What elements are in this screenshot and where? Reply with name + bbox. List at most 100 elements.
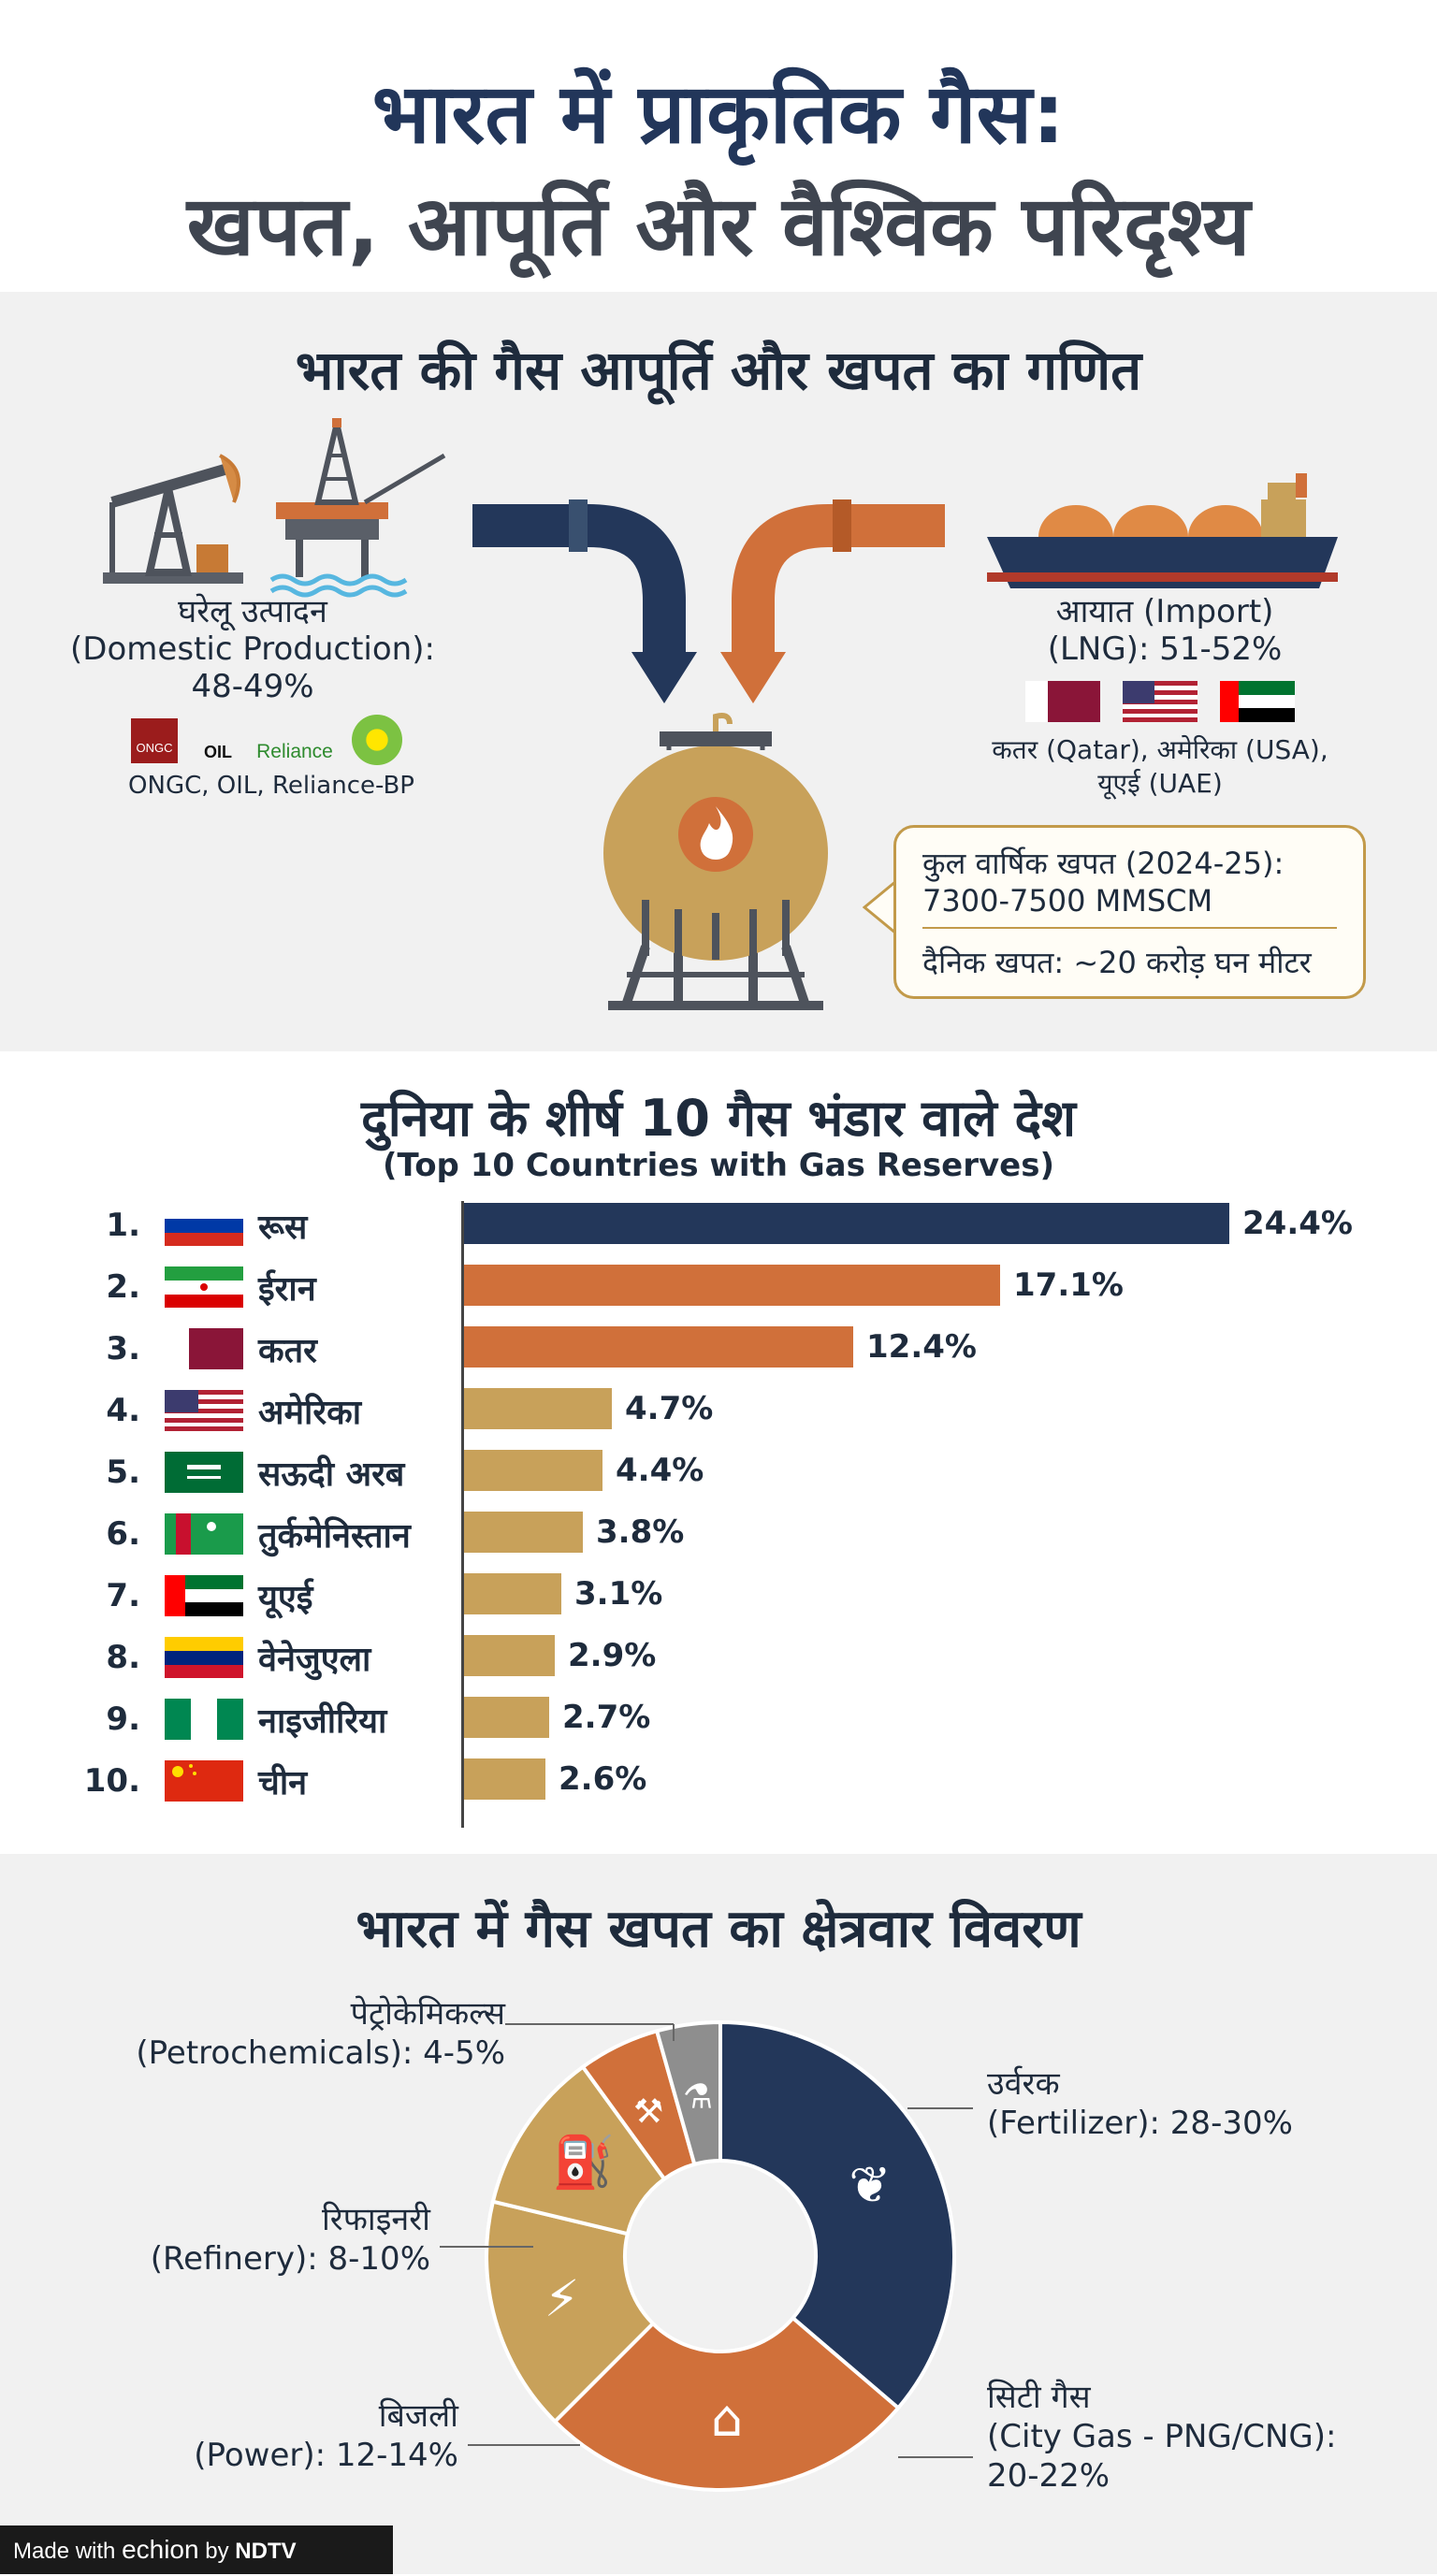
import-label-line2: (LNG): 51-52% (1047, 630, 1283, 668)
flask-icon: ⚗ (683, 2078, 713, 2117)
pumpjack-icon (103, 454, 243, 584)
sector-section: भारत में गैस खपत का क्षेत्रवार विवरण ❦ ⌂ ⚡… (0, 1854, 1437, 2574)
bar-value-label: 2.9% (568, 1637, 657, 1674)
bar-rank-2: 2. (106, 1268, 140, 1306)
donut-slice-house-car (552, 2315, 901, 2492)
petrochemicals-label: पेट्रोकेमिकल्स (Petrochemicals): 4-5% (131, 1994, 505, 2073)
donut-slice-power-plant (485, 2199, 656, 2424)
bar-nigeria (464, 1697, 549, 1738)
power-label: बिजली (Power): 12-14% (131, 2396, 458, 2475)
iran-flag-icon (165, 1266, 243, 1308)
petrochemicals-label-line2: (Petrochemicals): 4-5% (136, 2034, 505, 2072)
bar-category-label: सऊदी अरब (258, 1455, 405, 1494)
reserves-section: दुनिया के शीर्ष 10 गैस भंडार वाले देश (T… (0, 1051, 1437, 1854)
reserves-bar-chart: 1. रूस 24.4% 2. ईरान 17.1% 3. कतर 12.4% 4. अमेरिका… (0, 1051, 1437, 1854)
refinery-icon: ⛽ (552, 2133, 615, 2192)
power-label-line1: बिजली (378, 2397, 458, 2435)
donut-slice-sprout (718, 2019, 956, 2411)
power-plant-icon: ⚡ (544, 2269, 580, 2328)
domestic-label-line2: (Domestic Production): (70, 630, 435, 668)
bar-chart-axis-line (461, 1201, 464, 1828)
annual-consumption-value: 7300-7500 MMSCM (922, 883, 1213, 919)
china-flag-icon (165, 1760, 243, 1802)
sector-title: भारत में गैस खपत का क्षेत्रवार विवरण (356, 1899, 1081, 1960)
bar-category-label: नाइजीरिया (258, 1702, 387, 1741)
uae-flag-icon (1220, 681, 1295, 722)
bar-iran (464, 1265, 1000, 1306)
import-countries: कतर (Qatar), अमेरिका (USA), यूएई (UAE) (964, 733, 1357, 801)
bar-category-label: तुर्कमेनिस्तान (258, 1517, 411, 1556)
city-gas-label-line3: 20-22% (987, 2457, 1110, 2495)
saudi-arabia-flag-icon (165, 1452, 243, 1493)
nigeria-flag-icon (165, 1699, 243, 1740)
qatar-flag-icon (165, 1328, 243, 1369)
city-gas-label: सिटी गैस (City Gas - PNG/CNG): 20-22% (987, 2378, 1399, 2496)
bar-rank-3: 3. (106, 1330, 140, 1368)
domestic-value: 48-49% (191, 668, 314, 705)
reserves-title: दुनिया के शीर्ष 10 गैस भंडार वाले देश (361, 1089, 1076, 1148)
supply-section: भारत की गैस आपूर्ति और खपत का गणित घ (0, 292, 1437, 1051)
donut-slice-refinery (490, 2063, 667, 2236)
bar-turkmenistan (464, 1512, 583, 1553)
bar-rank-9: 9. (106, 1700, 140, 1738)
domestic-companies: ONGC, OIL, Reliance-BP (128, 772, 414, 800)
bar-category-label: यूएई (258, 1579, 313, 1617)
domestic-production-label: घरेलू उत्पादन (Domestic Production): 48-… (56, 593, 449, 705)
footer-made-with: Made with (13, 2539, 116, 2564)
import-label: आयात (Import) (LNG): 51-52% (982, 593, 1347, 668)
house-car-icon: ⌂ (711, 2389, 743, 2448)
bar-value-label: 24.4% (1242, 1205, 1353, 1242)
page-title-line2: खपत, आपूर्ति और वैश्विक परिदृश्य (186, 178, 1251, 274)
bar-rank-6: 6. (106, 1515, 140, 1553)
refinery-label-line1: रिफाइनरी (321, 2201, 430, 2238)
bar-russia (464, 1203, 1229, 1244)
lng-ship-icon (987, 473, 1338, 588)
callout-divider (922, 927, 1337, 929)
bar-category-label: अमेरिका (258, 1394, 362, 1432)
bar-value-label: 4.7% (625, 1390, 714, 1427)
power-label-line2: (Power): 12-14% (194, 2437, 458, 2474)
consumption-callout: कुल वार्षिक खपत (2024-25): 7300-7500 MMS… (893, 825, 1366, 999)
gas-storage-tank-icon (603, 713, 828, 1010)
bar-value-label: 2.7% (562, 1699, 651, 1736)
bar-value-label: 17.1% (1013, 1266, 1124, 1304)
oil-logo: OIL (204, 743, 232, 761)
pie-leader-lines (440, 2023, 973, 2458)
petrochemicals-label-line1: पेट्रोकेमिकल्स (350, 1995, 505, 2033)
import-label-line1: आयात (Import) (1055, 593, 1274, 630)
company-logos: ONGC OIL Reliance (131, 715, 412, 765)
uae-flag-icon (165, 1575, 243, 1616)
reliance-logo: Reliance (256, 741, 333, 762)
city-gas-label-line2: (City Gas - PNG/CNG): (987, 2418, 1337, 2455)
bar-category-label: वेनेजुएला (258, 1641, 371, 1679)
ongc-logo: ONGC (131, 718, 178, 763)
import-countries-line2: यूएई (UAE) (1097, 768, 1223, 799)
import-flags (1025, 681, 1295, 722)
bar-uae (464, 1573, 561, 1614)
footer-by: by (205, 2539, 229, 2564)
bar-category-label: ईरान (258, 1270, 316, 1309)
domestic-label-line1: घरेलू उत्पादन (178, 593, 327, 630)
offshore-platform-icon (269, 418, 446, 598)
usa-flag-icon (165, 1390, 243, 1431)
orange-pipe-icon (720, 499, 945, 703)
oil-rig-illustration (103, 418, 446, 598)
bar-usa (464, 1388, 612, 1429)
bar-category-label: रूस (258, 1208, 308, 1247)
bar-saudi-arabia (464, 1450, 602, 1491)
page-title-line1: भारत में प्राकृतिक गैस: (371, 65, 1066, 162)
turkmenistan-flag-icon (165, 1513, 243, 1555)
bar-value-label: 4.4% (616, 1452, 704, 1489)
footer-echion: echion (122, 2535, 199, 2564)
usa-flag-icon (1123, 681, 1198, 722)
refinery-label: रिफाइनरी (Refinery): 8-10% (94, 2200, 430, 2279)
bp-logo (352, 715, 402, 765)
annual-consumption-label: कुल वार्षिक खपत (2024-25): (922, 846, 1285, 881)
daily-consumption: दैनिक खपत: ~20 करोड़ घन मीटर (922, 945, 1312, 980)
bar-rank-10: 10. (83, 1762, 140, 1800)
fertilizer-label-line1: उर्वरक (987, 2065, 1060, 2103)
page-header: भारत में प्राकृतिक गैस: खपत, आपूर्ति और … (0, 0, 1437, 292)
qatar-flag-icon (1025, 681, 1100, 722)
bar-rank-5: 5. (106, 1454, 140, 1491)
fertilizer-label: उर्वरक (Fertilizer): 28-30% (987, 2064, 1380, 2143)
